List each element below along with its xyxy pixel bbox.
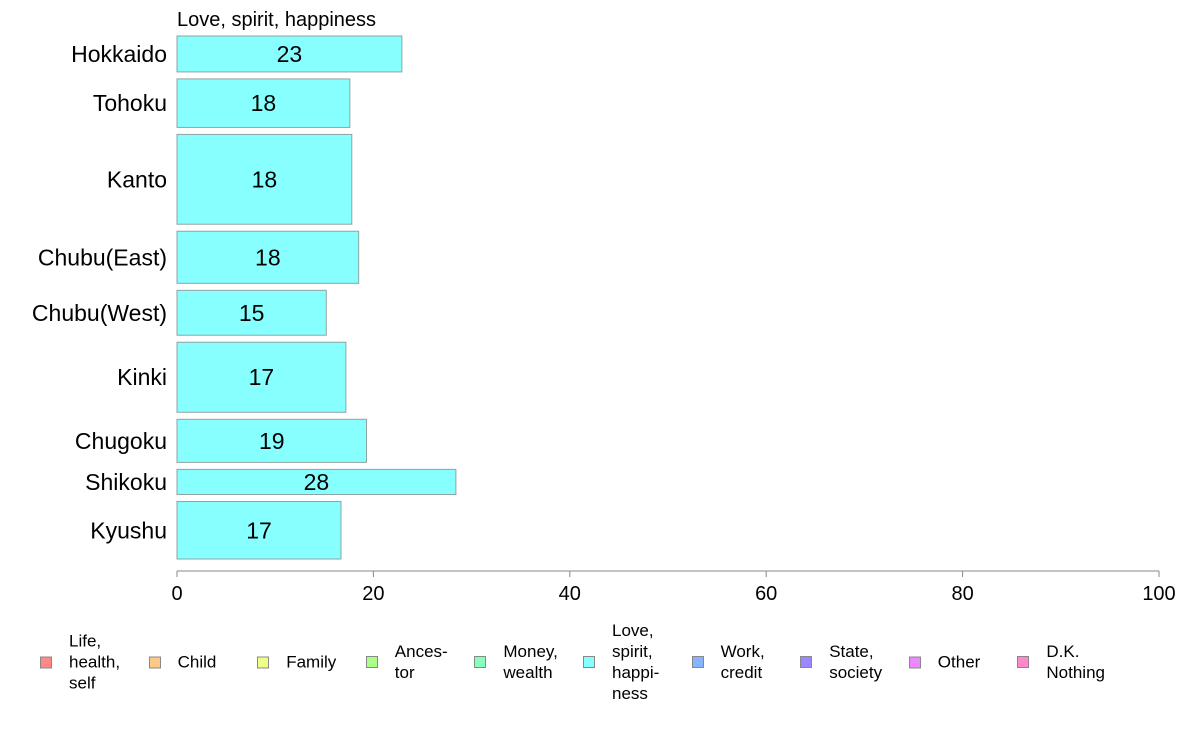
legend-label: Love, spirit, happi- ness [612, 621, 660, 703]
legend-item: State, society [800, 641, 882, 683]
data-label: 23 [277, 41, 303, 67]
x-tick-label: 100 [1142, 583, 1175, 605]
legend-label: Ances- tor [394, 642, 448, 682]
x-tick-label: 40 [559, 583, 581, 605]
category-label: Tohoku [93, 90, 167, 116]
x-tick-label: 20 [362, 583, 384, 605]
x-tick-label: 0 [171, 583, 182, 605]
x-tick-label: 80 [951, 583, 973, 605]
x-axis: 0 20 40 60 80 100 [171, 570, 1176, 605]
bar-1 [176, 78, 351, 128]
data-label: 19 [259, 428, 285, 454]
data-label: 18 [255, 244, 281, 270]
bar-chart: Love, spirit, happiness Hokkaido 23 Tohoku… [32, 9, 1176, 605]
legend-label: Child [177, 652, 217, 672]
legend-swatch [40, 656, 52, 668]
legend-label: Money, wealth [503, 642, 558, 682]
bar-5 [176, 341, 347, 413]
legend-swatch [583, 656, 595, 668]
chart-title: Love, spirit, happiness [177, 9, 376, 31]
bar-6 [176, 418, 368, 463]
legend-label: Family [286, 652, 337, 672]
category-label: Chubu(West) [32, 300, 167, 326]
category-label: Chubu(East) [38, 244, 167, 270]
data-label: 17 [249, 364, 275, 390]
bar-4 [176, 289, 327, 336]
bar-0 [176, 35, 403, 73]
bar-3 [176, 230, 360, 284]
legend: Life, health, self Child Family Ances- tor M… [0, 618, 1188, 736]
legend-label: Other [937, 652, 981, 672]
category-label: Chugoku [75, 428, 167, 454]
legend-item: Love, spirit, happi- ness [583, 620, 659, 704]
data-label: 18 [251, 90, 277, 116]
legend-item: Child [148, 652, 217, 673]
bar-7 [176, 468, 457, 496]
legend-swatch [474, 656, 487, 668]
legend-label: State, society [829, 642, 883, 682]
legend-swatch [691, 656, 704, 668]
legend-item: Family [257, 652, 336, 673]
data-label: 28 [304, 469, 330, 495]
category-label: Kinki [117, 364, 167, 390]
legend-item: Life, health, self [40, 631, 120, 694]
data-label: 15 [239, 300, 265, 326]
legend-item: Other [908, 652, 981, 673]
legend-item: Money, wealth [474, 641, 558, 683]
bars: Hokkaido 23 Tohoku 18 Kanto 18 Chubu(East) 18 Ch… [32, 35, 457, 560]
category-label: Kanto [107, 166, 167, 192]
legend-swatch [800, 656, 813, 668]
legend-item: D.K. Nothing [1017, 641, 1105, 683]
legend-swatch [1017, 656, 1030, 668]
legend-item: Ances- tor [365, 641, 448, 683]
legend-label: Work, credit [720, 642, 765, 682]
category-label: Hokkaido [71, 41, 167, 67]
x-tick-label: 60 [755, 583, 777, 605]
legend-label: D.K. Nothing [1046, 642, 1105, 682]
legend-label: Life, health, self [69, 631, 121, 693]
legend-swatch [257, 656, 270, 668]
legend-swatch [908, 656, 921, 668]
legend-swatch [148, 656, 161, 668]
bar-8 [176, 501, 342, 560]
data-label: 18 [252, 166, 278, 192]
bar-2 [176, 133, 353, 225]
category-label: Kyushu [90, 517, 167, 543]
legend-item: Work, credit [691, 641, 765, 683]
legend-swatch [365, 656, 378, 668]
category-label: Shikoku [85, 469, 167, 495]
data-label: 17 [246, 517, 272, 543]
